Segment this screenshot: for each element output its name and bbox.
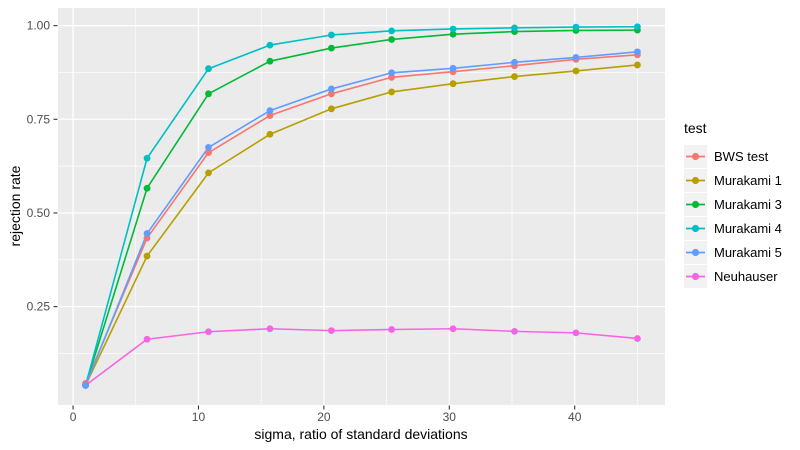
legend-entries: BWS test Murakami 1 Murakami 3 Murakami 4 Mu…: [684, 145, 782, 288]
plot-panel: [58, 8, 665, 405]
data-point: [328, 31, 335, 39]
legend-key-swatch: [684, 169, 707, 192]
data-point: [511, 327, 518, 335]
y-tick-label: 0.75: [27, 112, 51, 126]
data-point: [266, 107, 274, 115]
series-line: [84, 54, 639, 385]
legend-key-glyph: [686, 152, 705, 161]
legend-title: test: [684, 120, 707, 136]
legend-key-glyph: [686, 248, 705, 257]
x-tick-label: 10: [192, 410, 206, 424]
data-point: [205, 143, 212, 151]
data-point: [634, 61, 641, 69]
legend: test BWS test Murakami 1 Murakami 3 Murakam…: [684, 120, 782, 289]
data-point: [205, 328, 212, 336]
series-line: [84, 64, 639, 387]
data-point: [205, 169, 212, 177]
y-tick-label: 1.00: [27, 19, 51, 33]
data-point: [449, 25, 457, 33]
legend-entry-label: Murakami 5: [714, 245, 782, 260]
data-point: [205, 90, 212, 98]
data-point: [634, 48, 641, 56]
data-point: [266, 112, 274, 119]
legend-key-glyph: [686, 224, 705, 233]
data-point: [328, 90, 335, 98]
data-point: [143, 184, 151, 192]
data-point: [511, 24, 518, 32]
legend-key-glyph: [686, 176, 705, 185]
data-point: [388, 69, 395, 77]
legend-entry-label: BWS test: [714, 149, 769, 164]
series-line: [84, 51, 639, 387]
data-point: [511, 73, 518, 80]
legend-entry: Murakami 1: [684, 169, 782, 192]
x-axis-title: sigma, ratio of standard deviations: [254, 426, 468, 442]
legend-entry: Murakami 5: [684, 241, 782, 264]
data-point: [572, 54, 580, 61]
legend-key-glyph: [686, 200, 705, 209]
legend-entry: Murakami 3: [684, 193, 782, 216]
legend-entry: Murakami 4: [684, 217, 782, 240]
data-point: [82, 381, 89, 389]
data-point: [388, 36, 395, 43]
data-point: [388, 88, 395, 96]
legend-key-swatch: [684, 145, 707, 168]
legend-entry-label: Murakami 4: [714, 221, 782, 236]
data-point: [328, 44, 335, 52]
data-point: [449, 80, 457, 88]
data-point: [449, 30, 457, 38]
y-tick-label: 0.50: [27, 206, 51, 220]
data-point: [205, 149, 212, 157]
data-point: [266, 130, 274, 138]
legend-key-swatch: [684, 193, 707, 216]
x-tick-label: 30: [443, 410, 457, 424]
data-point: [328, 85, 335, 93]
data-point: [143, 230, 151, 237]
legend-entry: BWS test: [684, 145, 782, 168]
data-point: [388, 326, 395, 333]
legend-entry-label: Murakami 1: [714, 173, 782, 188]
series-line: [84, 327, 639, 387]
series-line: [84, 29, 639, 387]
y-tick-label: 0.25: [27, 300, 51, 314]
data-point: [205, 65, 212, 73]
legend-entry: Neuhauser: [684, 265, 782, 288]
data-point: [143, 252, 151, 260]
x-tick-label: 20: [317, 410, 331, 424]
data-point: [449, 64, 457, 72]
y-axis-title: rejection rate: [7, 165, 23, 247]
data-point: [572, 23, 580, 31]
data-point: [388, 27, 395, 35]
x-tick-label: 0: [70, 410, 77, 424]
legend-entry-label: Murakami 3: [714, 197, 782, 212]
data-point: [143, 335, 151, 343]
legend-entry-label: Neuhauser: [714, 269, 778, 284]
data-point: [634, 23, 641, 31]
x-tick-label: 40: [568, 410, 582, 424]
data-point: [449, 325, 457, 333]
data-point: [266, 325, 274, 333]
series-line: [84, 25, 639, 387]
data-point: [266, 57, 274, 65]
data-point: [634, 335, 641, 342]
legend-key-swatch: [684, 241, 707, 264]
data-point: [572, 67, 580, 75]
data-point: [143, 154, 151, 162]
data-point: [511, 58, 518, 66]
legend-key-glyph: [686, 272, 705, 281]
data-point: [572, 329, 580, 337]
data-point: [328, 105, 335, 113]
data-point: [266, 41, 274, 49]
data-point: [328, 327, 335, 335]
legend-key-swatch: [684, 217, 707, 240]
legend-key-swatch: [684, 265, 707, 288]
